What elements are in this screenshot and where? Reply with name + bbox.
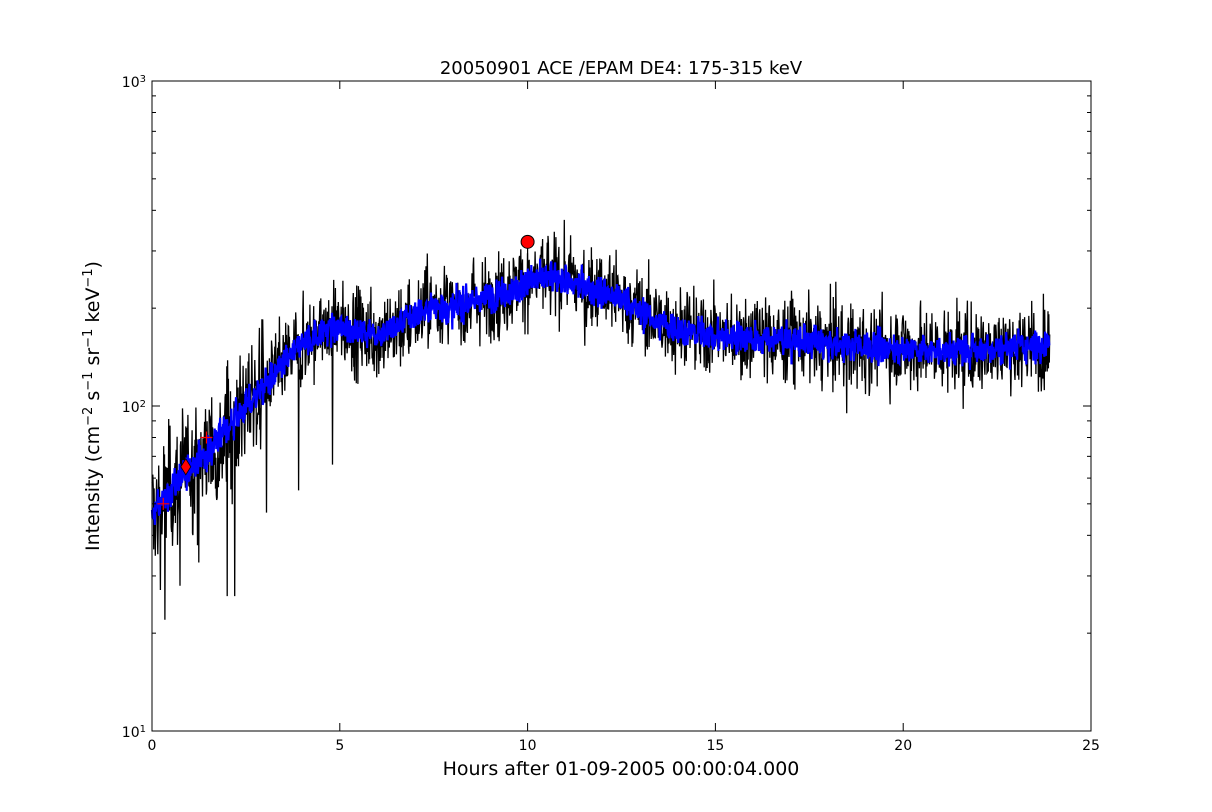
plus-marker [200, 431, 213, 444]
x-tick-label: 15 [706, 738, 724, 754]
onset-diamond-marker [180, 458, 192, 476]
plus-marker [157, 497, 170, 510]
y-tick-label: 101 [122, 724, 146, 742]
x-axis-label: Hours after 01-09-2005 00:00:04.000 [443, 758, 800, 780]
series-layer [150, 219, 1051, 620]
smoothed-intensity-line [150, 258, 1051, 525]
x-tick-label: 25 [1082, 738, 1100, 754]
y-tick-label: 103 [122, 74, 146, 92]
marker-layer [157, 234, 535, 510]
x-tick-label: 20 [894, 738, 912, 754]
x-tick-label: 10 [519, 738, 537, 754]
peak-circle-marker [520, 234, 535, 249]
tick-layer: 0 5 10 15 20 25 101 102 103 [122, 74, 1100, 755]
plot-background [152, 81, 1091, 731]
raw-intensity-line [151, 219, 1051, 620]
x-tick-label: 5 [335, 738, 344, 754]
chart-title: 20050901 ACE /EPAM DE4: 175-315 keV [440, 58, 803, 79]
x-tick-label: 0 [148, 738, 157, 754]
y-tick-label: 102 [122, 399, 146, 417]
y-axis-label: Intensity (cm−2 s−1 sr−1 keV−1) [81, 261, 105, 551]
